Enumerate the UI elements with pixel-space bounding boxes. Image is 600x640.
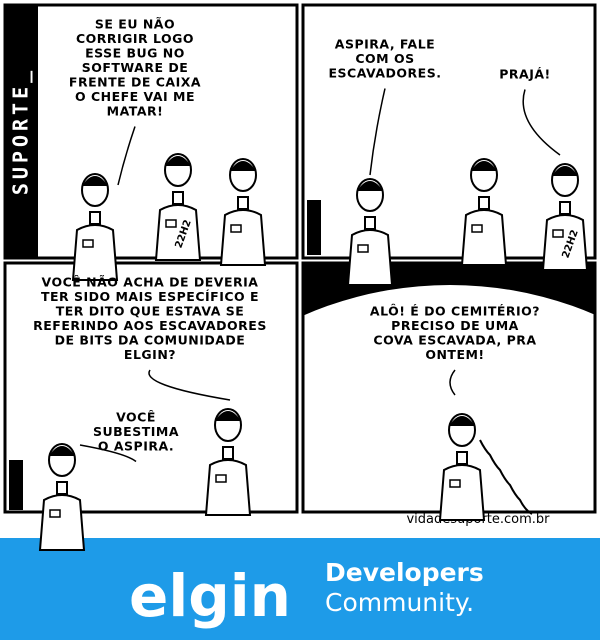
body xyxy=(541,214,589,271)
balloon-text: COM OS xyxy=(355,51,414,66)
badge xyxy=(230,224,242,233)
body xyxy=(38,494,86,551)
balloon-text: SUBESTIMA xyxy=(93,424,179,439)
banner xyxy=(0,538,600,640)
hair xyxy=(230,161,256,171)
balloon-text: VOCÊ xyxy=(116,410,156,425)
neck xyxy=(89,211,101,225)
body xyxy=(460,209,508,266)
hair xyxy=(449,416,475,426)
character xyxy=(438,413,486,521)
side-label: SUPORTE_ xyxy=(9,67,33,195)
badge xyxy=(357,244,369,253)
body xyxy=(154,204,202,261)
character xyxy=(346,178,394,286)
balloon-tail xyxy=(449,369,456,396)
hair xyxy=(49,446,75,456)
balloon-text: COVA ESCAVADA, PRA xyxy=(373,333,536,348)
hair xyxy=(357,181,383,191)
balloon-tail xyxy=(148,369,231,401)
balloon-text: MATAR! xyxy=(107,104,164,119)
phone-cord xyxy=(479,439,533,515)
panel-background xyxy=(304,264,594,511)
monitor xyxy=(9,460,23,510)
badge xyxy=(552,229,564,238)
character xyxy=(71,173,119,281)
hair xyxy=(215,411,241,421)
badge xyxy=(471,224,483,233)
character xyxy=(460,158,508,266)
character xyxy=(38,443,86,551)
neck xyxy=(237,196,249,210)
balloon-text: SOFTWARE DE xyxy=(82,60,189,75)
character: 22H2 xyxy=(541,163,589,271)
balloon-text: REFERINDO AOS ESCAVADORES xyxy=(33,318,267,333)
neck xyxy=(172,191,184,205)
balloon-text: ALÔ! É DO CEMITÉRIO? xyxy=(370,304,540,319)
body xyxy=(219,209,267,266)
badge xyxy=(49,509,61,518)
balloon-text: PRECISO DE UMA xyxy=(391,318,519,333)
badge xyxy=(82,239,94,248)
balloon-text: PRAJÁ! xyxy=(499,67,551,82)
side-strip xyxy=(6,6,38,257)
balloon-text: O CHEFE VAI ME xyxy=(75,89,195,104)
balloon-text: VOCÊ NÃO ACHA DE DEVERIA xyxy=(42,275,259,290)
balloon-tail xyxy=(79,444,137,463)
balloon-text: ASPIRA, FALE xyxy=(335,37,435,52)
character: 22H2 xyxy=(154,153,202,261)
balloon-tail xyxy=(369,88,386,176)
neck xyxy=(478,196,490,210)
badge xyxy=(165,219,177,228)
balloon-text: DE BITS DA COMUNIDADE xyxy=(55,333,246,348)
body xyxy=(438,464,486,521)
body xyxy=(204,459,252,516)
balloon-text: TER SIDO MAIS ESPECÍFICO E xyxy=(41,289,259,304)
character xyxy=(219,158,267,266)
hair xyxy=(552,166,578,176)
art: 22H2 22H2 xyxy=(9,88,589,551)
balloon-tail xyxy=(117,126,136,186)
banner-logo: elgin xyxy=(129,562,291,630)
body xyxy=(71,224,119,281)
balloon-text: ESCAVADORES. xyxy=(329,66,442,81)
balloon-tail xyxy=(522,89,561,156)
badge xyxy=(449,479,461,488)
neck xyxy=(456,451,468,465)
balloon-text: FRENTE DE CAIXA xyxy=(69,75,201,90)
neck xyxy=(56,481,68,495)
neck xyxy=(222,446,234,460)
panel-frame xyxy=(301,3,597,260)
hair xyxy=(82,176,108,186)
hair xyxy=(165,156,191,166)
neck xyxy=(559,201,571,215)
balloon-text: CORRIGIR LOGO xyxy=(76,31,194,46)
balloon-text: O ASPIRA. xyxy=(98,439,174,454)
monitor xyxy=(307,200,321,255)
banner-line2: Community. xyxy=(325,588,474,617)
banner-line1: Developers xyxy=(325,558,484,587)
body xyxy=(346,229,394,286)
balloon-text: ELGIN? xyxy=(124,347,176,362)
balloon-text: ESSE BUG NO xyxy=(85,46,185,61)
badge xyxy=(215,474,227,483)
neck xyxy=(364,216,376,230)
balloon-text: TER DITO QUE ESTAVA SE xyxy=(56,304,245,319)
hair xyxy=(471,161,497,171)
balloon-text: ONTEM! xyxy=(425,347,484,362)
character xyxy=(204,408,252,516)
balloon-text: SE EU NÃO xyxy=(95,17,175,32)
